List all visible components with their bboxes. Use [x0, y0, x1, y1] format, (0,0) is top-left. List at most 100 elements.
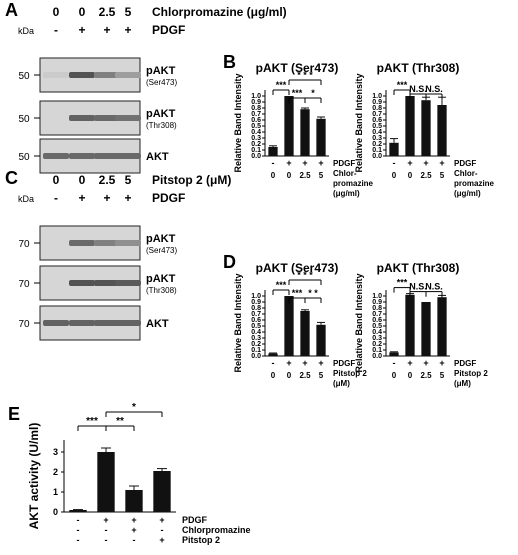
chart-title: pAKT (Ser473) — [256, 61, 339, 75]
sig-marker: N.S. — [409, 282, 427, 292]
protein-band — [69, 153, 95, 159]
blot-label: pAKT — [146, 65, 176, 77]
y-tick-label: 0.5 — [251, 123, 261, 130]
pdgf-sign: + — [423, 158, 428, 168]
sig-marker: *** — [276, 80, 287, 90]
treatment-sign: + — [131, 515, 136, 525]
molecular-weight-marker: 70 — [18, 279, 30, 290]
y-tick-label: 0.8 — [372, 305, 382, 312]
y-tick-label: 0.0 — [372, 153, 382, 160]
pdgf-sign: + — [124, 23, 131, 37]
treatment-sign: - — [105, 535, 108, 545]
pdgf-sign: + — [423, 358, 428, 368]
y-tick-label: 0.1 — [372, 347, 382, 354]
protein-band — [69, 240, 95, 246]
chart-title: pAKT (Thr308) — [377, 261, 460, 275]
treatment-sign: - — [77, 535, 80, 545]
x-tick-label: 0 — [392, 171, 397, 180]
protein-band — [69, 72, 95, 78]
panel-letter: D — [223, 252, 236, 272]
treatment-sign: + — [159, 535, 164, 545]
treatment-label: Chlor- — [333, 169, 357, 178]
y-tick-label: 0.0 — [251, 353, 261, 360]
y-tick-label: 0.3 — [251, 335, 261, 342]
sig-marker: * * * — [297, 70, 313, 80]
y-tick-label: 0.0 — [251, 153, 261, 160]
y-axis-label: Relative Band Intensity — [354, 273, 364, 372]
y-tick-label: 0.3 — [251, 135, 261, 142]
treatment-label: PDGF — [182, 515, 208, 525]
protein-band — [69, 115, 95, 121]
y-tick-label: 0.4 — [372, 129, 382, 136]
treatment-sign: + — [131, 525, 136, 535]
y-tick-label: 0.0 — [372, 353, 382, 360]
x-tick-label: 2.5 — [420, 171, 432, 180]
bar — [421, 100, 431, 156]
protein-band — [115, 240, 141, 246]
bar — [405, 294, 415, 356]
sig-marker: ** — [116, 416, 124, 427]
x-tick-label: 5 — [319, 371, 324, 380]
treatment-sign: - — [77, 525, 80, 535]
panel-b-chart-thr308: pAKT (Thr308) 0.00.10.20.30.40.50.60.70.8… — [354, 61, 495, 198]
y-tick-label: 0.1 — [251, 147, 261, 154]
sig-marker: *** — [397, 278, 408, 288]
bar — [389, 352, 399, 356]
treatment-label: PDGF — [333, 159, 355, 168]
pdgf-sign: + — [407, 358, 412, 368]
pdgf-label: PDGF — [152, 191, 185, 205]
protein-band — [115, 72, 141, 78]
treatment-dose: 0 — [53, 173, 60, 187]
pdgf-sign: + — [439, 358, 444, 368]
y-axis-label: Relative Band Intensity — [233, 273, 243, 372]
bar — [421, 302, 431, 356]
bar — [153, 471, 171, 512]
panel-letter: A — [5, 0, 18, 20]
y-tick-label: 0 — [53, 507, 58, 517]
x-tick-label: 0 — [271, 371, 276, 380]
panel-letter: E — [8, 404, 20, 424]
y-axis-label: Relative Band Intensity — [354, 73, 364, 172]
treatment-sign: + — [159, 515, 164, 525]
treatment-sign: + — [103, 515, 108, 525]
y-tick-label: 0.9 — [251, 99, 261, 106]
y-tick-label: 0.2 — [251, 141, 261, 148]
bar — [316, 118, 326, 156]
blot-label: pAKT — [146, 233, 176, 245]
chart-title: pAKT (Ser473) — [256, 261, 339, 275]
sig-marker: * * * — [297, 270, 313, 280]
molecular-weight-marker: 50 — [18, 152, 30, 163]
treatment-dose: 5 — [125, 173, 132, 187]
blot-label: AKT — [146, 318, 169, 330]
molecular-weight-marker: 70 — [18, 239, 30, 250]
y-tick-label: 0.9 — [251, 299, 261, 306]
protein-band — [69, 280, 95, 286]
bar — [389, 142, 399, 156]
blot-sublabel: (Thr308) — [146, 121, 177, 130]
treatment-sign: - — [77, 515, 80, 525]
pdgf-sign: + — [439, 158, 444, 168]
sig-marker: *** — [397, 80, 408, 90]
protein-band — [115, 320, 141, 326]
y-tick-label: 1.0 — [372, 93, 382, 100]
sig-marker: N.S. — [425, 282, 443, 292]
protein-band — [43, 320, 69, 326]
pdgf-sign: + — [318, 158, 323, 168]
blot-label: pAKT — [146, 108, 176, 120]
protein-band — [69, 320, 95, 326]
treatment-label: promazine — [333, 179, 374, 188]
treatment-sign: - — [133, 535, 136, 545]
x-tick-label: 2.5 — [420, 371, 432, 380]
protein-band — [94, 115, 120, 121]
bar — [284, 96, 294, 156]
panel-letter: C — [5, 168, 18, 188]
protein-band — [115, 153, 141, 159]
treatment-dose: 0 — [79, 173, 86, 187]
chart-title: pAKT (Thr308) — [377, 61, 460, 75]
treatment-label: (μg/ml) — [454, 189, 481, 198]
protein-band — [43, 153, 69, 159]
y-tick-label: 0.6 — [251, 317, 261, 324]
